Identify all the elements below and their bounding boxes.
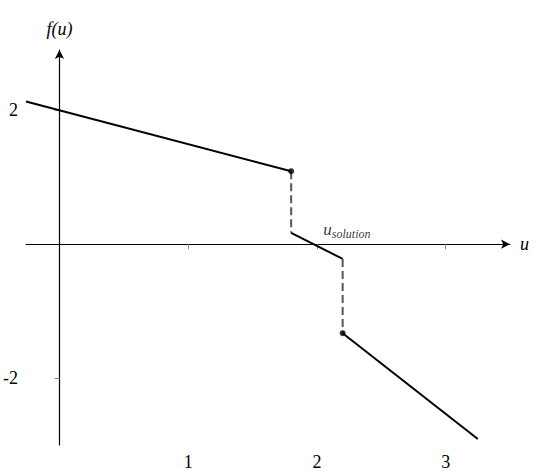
svg-text:2: 2 — [312, 452, 321, 471]
svg-text:1: 1 — [184, 452, 193, 471]
svg-text:2: 2 — [9, 100, 18, 120]
svg-text:u: u — [520, 234, 529, 254]
svg-text:u: u — [323, 220, 332, 239]
svg-text:solution: solution — [332, 227, 371, 241]
svg-text:-2: -2 — [3, 368, 18, 388]
svg-text:3: 3 — [441, 452, 450, 471]
svg-text:f(u): f(u) — [46, 19, 72, 40]
